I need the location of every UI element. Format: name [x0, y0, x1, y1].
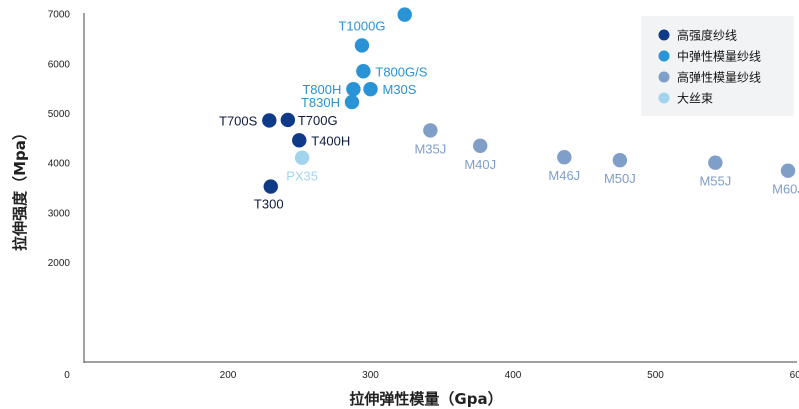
data-point-t830h	[344, 94, 360, 110]
point-label: T800G/S	[375, 64, 427, 79]
data-point-t700g	[280, 112, 296, 128]
point-label: PX35	[286, 169, 318, 184]
y-tick-labels: 2000300040005000600070008000	[48, 10, 71, 270]
legend-label: 高强度纱线	[677, 28, 737, 43]
point-label: M35J	[414, 141, 446, 156]
data-point-t1000g	[354, 38, 370, 53]
legend-label: 中弹性模量纱线	[677, 49, 761, 64]
y-tick-label: 7000	[48, 10, 71, 21]
y-tick-label: 3000	[48, 208, 71, 219]
data-point-t700s	[262, 113, 277, 128]
point-label: M50J	[604, 171, 636, 186]
point-label: M60J	[772, 182, 799, 197]
data-point-t800h	[346, 81, 361, 97]
x-tick-label: 600	[790, 370, 799, 381]
point-label: T800H	[302, 82, 341, 97]
point-label: T400H	[311, 133, 350, 148]
data-point-m35j	[423, 123, 438, 138]
data-point-m55j	[708, 155, 723, 170]
point-label: T700S	[219, 113, 258, 128]
y-tick-label: 4000	[48, 159, 71, 170]
point-label: M46J	[548, 168, 580, 183]
legend-marker	[658, 92, 670, 104]
x-axis-title: 拉伸弹性模量（Gpa）	[349, 390, 502, 408]
data-point-m60j	[780, 163, 796, 178]
x-tick-label: 500	[647, 370, 664, 381]
y-tick-label: 6000	[48, 59, 71, 70]
data-point-m30s	[363, 81, 378, 97]
legend-marker	[658, 29, 670, 41]
scatter-points	[262, 7, 796, 194]
point-labels: T300 T700S T700G T400H T1100G/S T1000G T800G/S…	[219, 0, 799, 212]
x-tick-label: 200	[220, 370, 237, 381]
legend-label: 大丝束	[677, 92, 713, 106]
point-label: T1100G/S	[376, 0, 435, 3]
x-tick-label: 300	[362, 370, 379, 381]
legend-marker	[658, 50, 670, 62]
y-axis-title: 拉伸强度（Mpa）	[11, 125, 29, 251]
data-point-px35	[294, 150, 310, 165]
x-tick-label: 0	[64, 370, 70, 381]
y-tick-label: 5000	[48, 109, 71, 120]
legend-marker	[658, 71, 670, 83]
point-label: T830H	[301, 95, 340, 110]
data-point-m50j	[612, 153, 628, 168]
x-tick-labels: 0 200 300 400 500 600	[64, 370, 799, 381]
y-tick-label: 2000	[48, 258, 71, 269]
data-point-m40j	[473, 138, 488, 154]
data-point-t300	[263, 179, 278, 194]
data-point-t1100g-s	[397, 7, 412, 22]
point-label: T1000G	[338, 18, 385, 33]
x-tick-label: 400	[505, 370, 522, 381]
data-point-t800g-s	[356, 64, 371, 79]
data-point-m46j	[557, 150, 572, 165]
point-label: M40J	[464, 157, 496, 172]
legend-label: 高弹性模量纱线	[677, 70, 761, 85]
point-label: T700G	[298, 113, 338, 128]
point-label: M30S	[383, 82, 417, 97]
data-point-t400h	[292, 133, 307, 148]
legend-box	[641, 16, 794, 116]
point-label: T300	[254, 197, 284, 212]
point-label: M55J	[699, 174, 731, 189]
